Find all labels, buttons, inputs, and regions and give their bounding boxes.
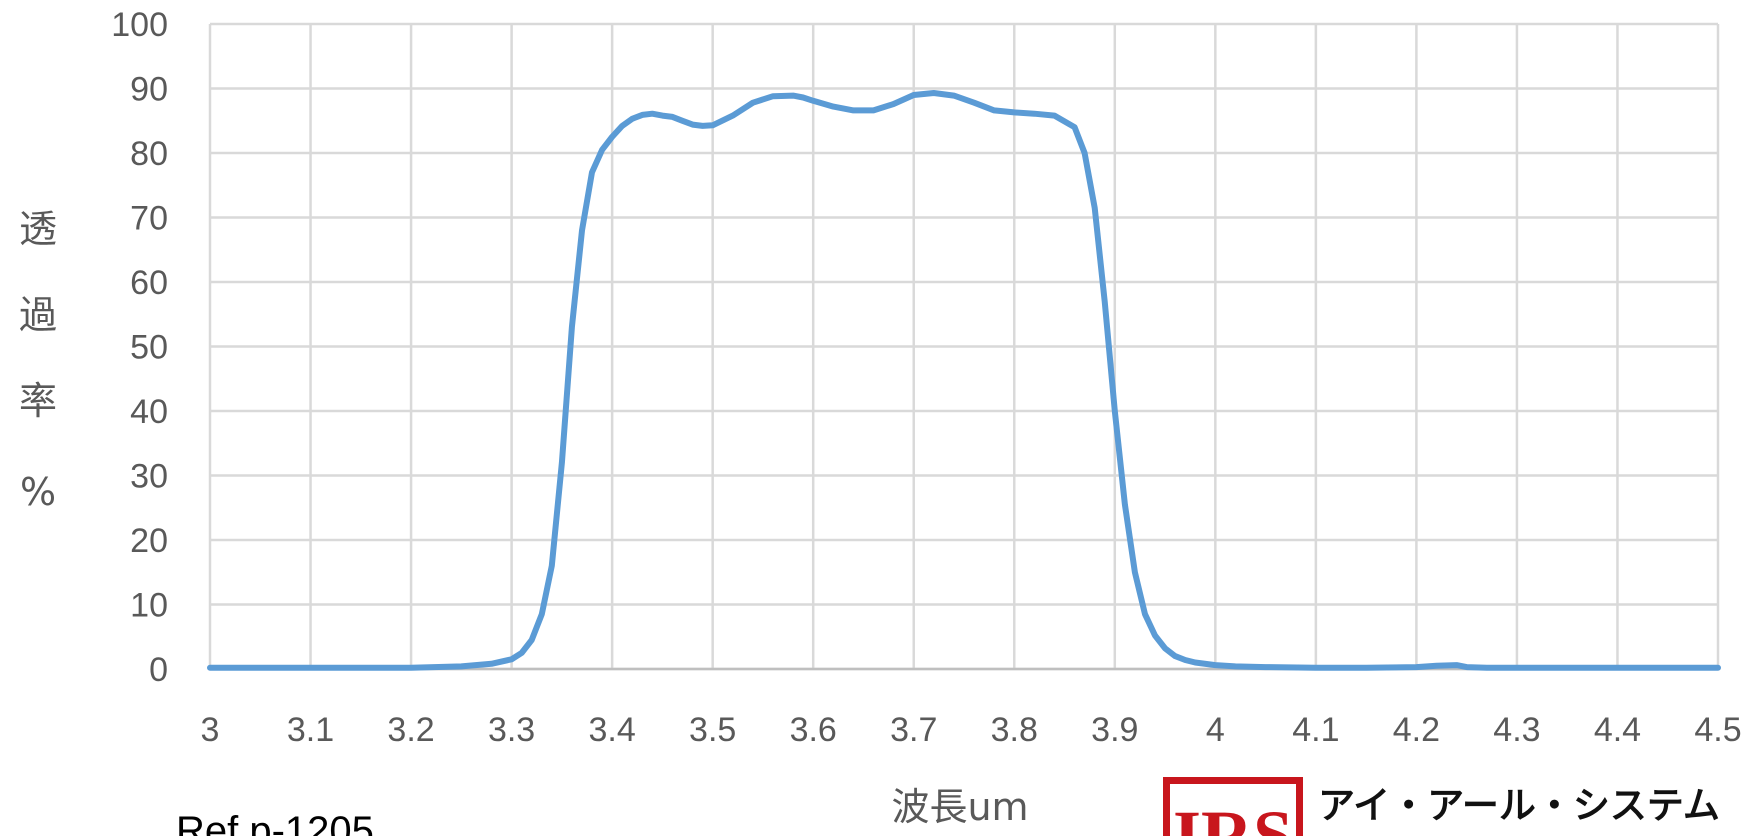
y-tick-label: 20: [130, 522, 168, 560]
ref-label: Ref p-1205: [176, 809, 374, 836]
y-tick-label: 80: [130, 135, 168, 173]
y-tick-label: 90: [130, 71, 168, 109]
company-logo: IRS アイ・アール・システム: [1163, 777, 1720, 836]
tick-labels: 3 3.1 3.2 3.3 3.4 3.5 3.6 3.7 3.8 3.9 4 4.1 4.2 4.3 4.…: [111, 6, 1741, 749]
x-tick-label: 3.4: [589, 711, 636, 749]
y-axis-title-char: 率: [19, 379, 57, 423]
x-tick-label: 4.4: [1594, 711, 1641, 749]
x-tick-label: 3.6: [790, 711, 837, 749]
x-tick-label: 4.2: [1393, 711, 1440, 749]
series-line-transmittance: [207, 90, 1721, 671]
y-tick-label: 100: [111, 6, 168, 44]
x-tick-label: 3: [201, 711, 220, 749]
x-tick-label: 4.3: [1493, 711, 1540, 749]
x-tick-label: 3.3: [488, 711, 535, 749]
y-tick-label: 50: [130, 329, 168, 367]
x-tick-label: 4.1: [1292, 711, 1339, 749]
x-tick-label: 3.9: [1091, 711, 1138, 749]
x-tick-label: 4.5: [1694, 711, 1741, 749]
y-axis-title-char: 透: [19, 207, 57, 251]
x-tick-label: 3.7: [890, 711, 937, 749]
logo-text: アイ・アール・システム: [1318, 784, 1720, 827]
x-tick-label: 3.1: [287, 711, 334, 749]
x-axis-title: 波長um: [891, 785, 1028, 829]
y-axis-title-char: 過: [19, 293, 57, 337]
logo-mark-inner: [1170, 784, 1296, 836]
y-tick-label: 10: [130, 587, 168, 625]
x-tick-label: 3.8: [991, 711, 1038, 749]
y-tick-label: 30: [130, 458, 168, 496]
y-axis-title: 透過率%: [19, 207, 57, 514]
y-tick-label: 70: [130, 200, 168, 238]
x-tick-label: 3.5: [689, 711, 736, 749]
x-tick-label: 4: [1206, 711, 1225, 749]
y-axis-title-char: %: [20, 470, 56, 514]
series-layer: [207, 90, 1721, 671]
x-tick-label: 3.2: [387, 711, 434, 749]
logo-mark: IRS: [1173, 796, 1293, 836]
y-tick-label: 40: [130, 393, 168, 431]
y-tick-label: 60: [130, 264, 168, 302]
y-tick-label: 0: [149, 651, 168, 689]
grid: [208, 22, 1720, 671]
